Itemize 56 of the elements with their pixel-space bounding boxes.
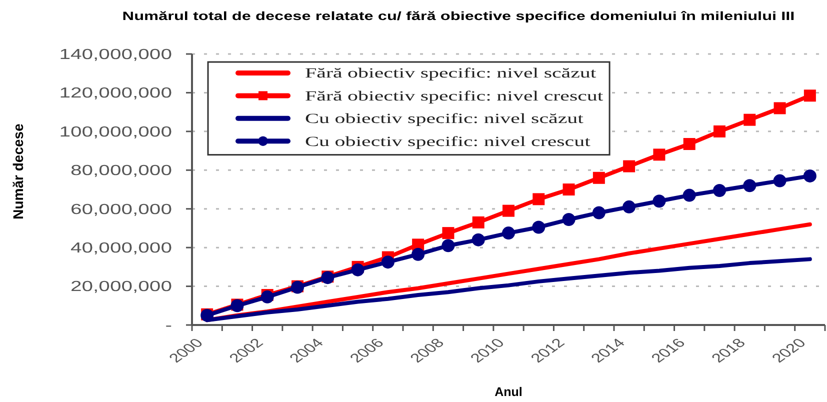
point — [804, 90, 816, 102]
point — [592, 172, 605, 184]
point — [381, 256, 394, 269]
point — [562, 184, 575, 196]
x-tick-label: 2000 — [166, 336, 207, 366]
point — [502, 226, 515, 240]
point — [683, 138, 696, 150]
x-axis-title: Anul — [494, 385, 522, 399]
point — [442, 227, 454, 240]
x-tick-label: 2020 — [768, 336, 810, 366]
y-tick-label: 140,000,000 — [59, 46, 172, 62]
chart-title: Numărul total de decese relatate cu/ fără obiective specifice domeniului în mileniului III — [122, 10, 795, 24]
point — [653, 148, 666, 161]
point — [803, 169, 816, 182]
point — [622, 200, 636, 214]
legend-label: Fără obiectiv specific: nivel crescut — [305, 88, 604, 104]
x-tick-label: 2010 — [467, 336, 508, 366]
point — [532, 220, 546, 234]
point — [472, 216, 484, 228]
legend-label: Fără obiectiv specific: nivel scăzut — [305, 65, 596, 81]
x-tick-label: 2008 — [406, 336, 448, 366]
point — [713, 184, 726, 197]
point — [623, 160, 636, 172]
x-tick-label: 2002 — [226, 336, 268, 366]
x-tick-label: 2018 — [708, 336, 750, 366]
point — [562, 213, 576, 226]
x-tick-label: 2004 — [286, 336, 328, 366]
point — [442, 239, 455, 252]
point — [502, 204, 514, 217]
point — [652, 194, 666, 208]
x-tick-label: 2012 — [527, 336, 569, 366]
x-tick-label: 2014 — [588, 336, 629, 366]
y-tick-label: 40,000,000 — [70, 239, 172, 256]
point — [412, 248, 425, 261]
point — [592, 206, 606, 220]
legend-label: Cu obiectiv specific: nivel scăzut — [305, 110, 584, 126]
point — [532, 193, 545, 206]
point — [714, 125, 726, 138]
point — [744, 114, 756, 126]
y-tick-label: 100,000,000 — [59, 123, 172, 140]
y-tick-label: 120,000,000 — [59, 84, 172, 101]
point — [773, 174, 786, 188]
point — [351, 263, 364, 276]
point — [472, 233, 485, 246]
y-tick-label: 60,000,000 — [70, 200, 172, 218]
y-tick-label: 80,000,000 — [70, 162, 172, 178]
x-tick-label: 2006 — [346, 336, 388, 366]
point — [743, 179, 756, 192]
y-tick-label: 20,000,000 — [70, 278, 172, 295]
point — [774, 102, 786, 114]
x-tick-label: 2016 — [648, 336, 690, 366]
y-tick-label: - — [165, 316, 172, 334]
legend-label: Cu obiectiv specific: nivel crescut — [305, 133, 590, 149]
point — [682, 188, 696, 202]
y-axis-title: Număr decese — [10, 123, 26, 220]
point — [260, 290, 274, 304]
